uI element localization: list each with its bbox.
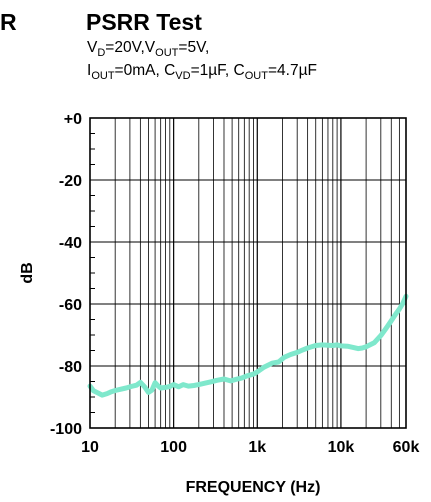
cond1-v: V [87,39,98,56]
plot-frame [89,117,407,429]
x-tick-label: 1k [248,439,266,456]
cond2-a: =0mA, C [115,62,176,79]
x-axis-label: FREQUENCY (Hz) [186,479,321,496]
cond1-d-sub: D [97,47,105,59]
cond2-c: =4.7µF [268,62,317,79]
y-tick-labels: +0 -20 -40 -60 -80 -100 [50,111,82,438]
x-tick-label: 10 [81,439,99,456]
y-tick-label: -20 [59,173,82,190]
y-axis-label: dB [19,262,36,283]
series-group [87,293,409,398]
x-tick-labels: 10 100 1k 10k 60k [81,439,419,456]
psrr-series-line [87,293,409,398]
y-tick-label: -100 [50,421,82,438]
cond2-b: =1µF, C [191,62,245,79]
cond1-mid: =20V,V [105,39,156,56]
y-tick-label: -80 [59,359,82,376]
cropped-title-fragment: R [0,9,17,35]
cond2-i: I [87,62,91,79]
x-tick-label: 10k [328,439,355,456]
condition-line-2: IOUT=0mA, CVD=1µF, COUT=4.7µF [87,62,317,82]
cond1-out-sub: OUT [155,47,179,59]
y-tick-label: -60 [59,297,82,314]
chart-title: PSRR Test [86,9,202,35]
cond2-cout-sub: OUT [245,70,269,82]
y-tick-label: -40 [59,235,82,252]
x-tick-label: 100 [160,439,187,456]
cond1-end: =5V, [178,39,209,56]
x-tick-label: 60k [393,439,420,456]
cond2-iout-sub: OUT [91,70,115,82]
grid-lines [90,118,406,428]
cond2-vd-sub: VD [175,70,190,82]
condition-line-1: VD=20V,VOUT=5V, [87,39,209,59]
y-tick-label: +0 [64,111,82,128]
